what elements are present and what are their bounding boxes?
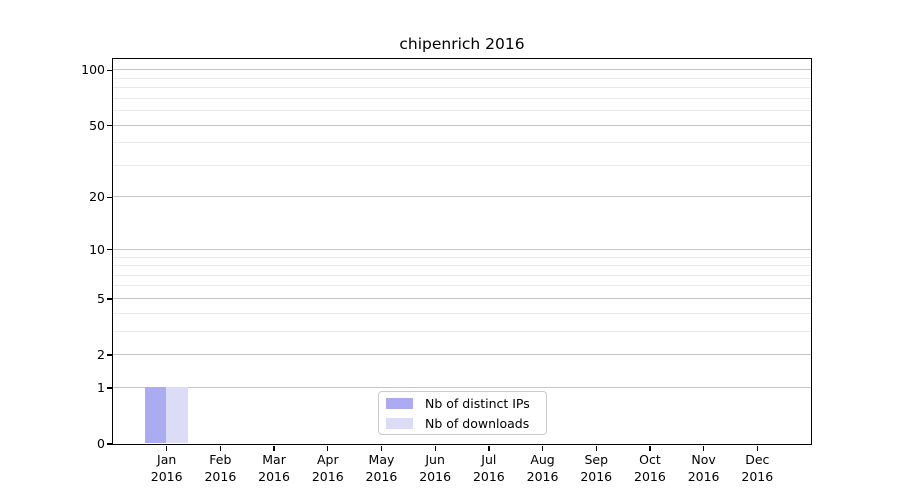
gridline-minor (112, 285, 811, 287)
y-tick-label: 50 (89, 117, 105, 133)
gridline-minor (112, 87, 811, 89)
y-tick-mark (107, 354, 113, 356)
gridline-minor (112, 256, 811, 258)
y-tick-label: 1 (97, 379, 105, 395)
legend-item: Nb of distinct IPs (386, 396, 546, 411)
x-tick-label: Dec 2016 (741, 452, 774, 484)
x-tick-label: Nov 2016 (687, 452, 720, 484)
bar-nb-of-downloads (166, 387, 188, 444)
y-tick-label: 20 (89, 189, 105, 205)
x-tick-mark (166, 445, 168, 451)
chart-title: chipenrich 2016 (399, 35, 525, 53)
x-tick-label: Oct 2016 (634, 452, 666, 484)
x-tick-label: Feb 2016 (204, 452, 237, 484)
gridline-major (112, 124, 811, 126)
bar-nb-of-distinct-ips (144, 387, 167, 444)
legend: Nb of distinct IPs Nb of downloads (378, 391, 547, 435)
x-tick-label: May 2016 (365, 452, 398, 484)
gridline-major (112, 196, 811, 198)
gridline-major (112, 354, 811, 356)
gridline-major (112, 69, 811, 71)
x-tick-label: Jul 2016 (472, 452, 505, 484)
gridline-minor (112, 77, 811, 79)
gridline-major (112, 297, 811, 299)
legend-swatch (386, 397, 413, 409)
y-tick-mark (107, 69, 113, 71)
gridline-minor (112, 164, 811, 166)
y-tick-mark (107, 124, 113, 127)
gridline-minor (112, 110, 811, 112)
y-tick-label: 10 (89, 241, 105, 257)
gridline-minor (112, 265, 811, 267)
gridline-minor (112, 274, 811, 276)
gridline-minor (112, 312, 811, 314)
x-tick-mark (649, 445, 651, 451)
x-tick-mark (756, 445, 758, 451)
x-tick-mark (273, 445, 275, 451)
gridline-minor (112, 330, 811, 332)
y-tick-mark (107, 443, 113, 445)
x-tick-mark (541, 445, 544, 451)
legend-swatch (386, 417, 413, 429)
y-tick-mark (107, 249, 113, 251)
legend-label: Nb of downloads (425, 415, 530, 431)
x-tick-mark (595, 445, 597, 451)
y-tick-label: 5 (97, 290, 105, 306)
gridline-minor (112, 142, 811, 144)
x-tick-label: Apr 2016 (311, 452, 344, 484)
legend-item: Nb of downloads (386, 416, 546, 431)
y-tick-mark (107, 196, 113, 199)
x-tick-label: Jan 2016 (150, 452, 183, 484)
y-tick-mark (107, 298, 113, 300)
x-tick-mark (380, 445, 383, 451)
y-tick-label: 0 (97, 436, 105, 451)
x-tick-label: Aug 2016 (526, 452, 559, 484)
x-tick-mark (327, 445, 329, 451)
legend-label: Nb of distinct IPs (425, 395, 530, 411)
x-tick-label: Mar 2016 (258, 452, 290, 484)
gridline-major (112, 386, 811, 388)
y-tick-mark (107, 387, 113, 389)
x-tick-label: Jun 2016 (419, 452, 452, 484)
x-tick-mark (219, 445, 222, 451)
y-tick-label: 2 (97, 347, 105, 363)
y-tick-label: 100 (81, 62, 105, 78)
x-tick-mark (703, 445, 705, 451)
x-tick-mark (488, 445, 490, 451)
x-tick-mark (434, 445, 436, 451)
x-tick-label: Sep 2016 (580, 452, 613, 484)
gridline-minor (112, 97, 811, 99)
gridline-major (112, 248, 811, 250)
plot-area (111, 57, 812, 445)
